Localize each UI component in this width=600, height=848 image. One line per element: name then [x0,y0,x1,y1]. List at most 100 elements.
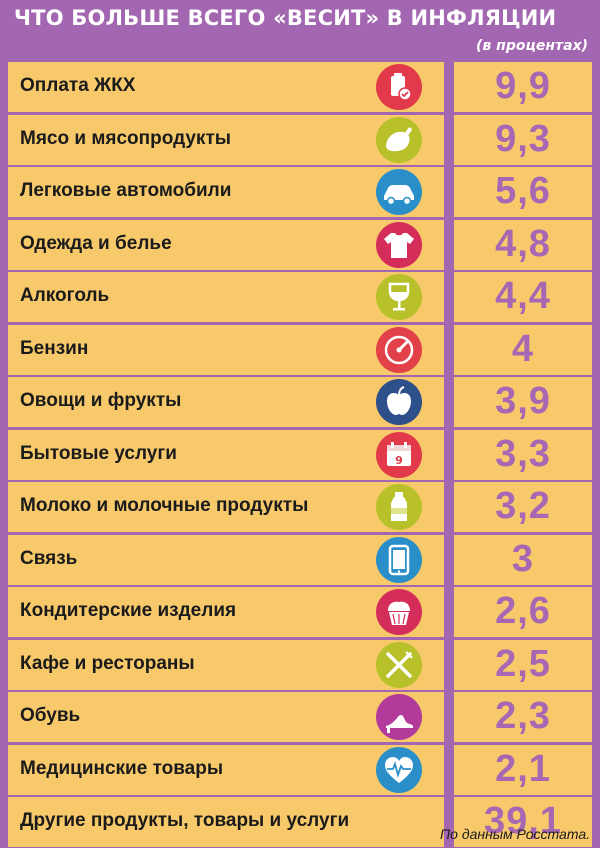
value-label: 4 [511,327,535,370]
table-row: Одежда и белье 4,8 [0,219,600,270]
category-cell: Оплата ЖКХ [8,62,366,112]
table-row: Обувь 2,3 [0,692,600,742]
category-cell: Легковые автомобили [8,167,366,217]
tshirt-icon [376,221,422,268]
table-row: Легковые автомобили 5,6 [0,167,600,217]
value-label: 3,3 [495,432,551,475]
icon-cell [366,272,444,322]
category-label: Бытовые услуги [20,442,177,464]
table-row: Медицинские товары 2,1 [0,744,600,795]
category-label: Медицинские товары [20,757,224,779]
value-cell: 3 [454,534,592,585]
apple-icon [376,379,422,425]
value-cell: 2,6 [454,587,592,637]
category-label: Кафе и рестораны [20,652,195,674]
value-label: 4,8 [495,222,551,265]
value-label: 2,6 [495,590,551,632]
category-cell: Алкоголь [8,272,366,322]
value-cell: 3,9 [454,377,592,427]
table-row: Молоко и молочные продукты 3,2 [0,482,600,532]
category-cell: Мясо и мясопродукты [8,114,366,165]
icon-cell [366,62,444,112]
svg-text:9: 9 [395,454,403,467]
value-cell: 2,1 [454,744,592,795]
value-label: 2,5 [495,642,551,685]
wine-glass-icon [376,274,422,320]
category-cell: Другие продукты, товары и услуги [8,797,444,847]
category-label: Молоко и молочные продукты [20,495,309,516]
value-label: 39,1 [484,800,562,842]
icon-cell [366,324,444,375]
fork-knife-icon [376,641,422,688]
value-label: 9,3 [495,117,551,160]
value-label: 3,2 [495,485,551,527]
tablet-icon [376,536,422,583]
table-row: Алкоголь 4,4 [0,272,600,322]
category-label: Оплата ЖКХ [20,75,136,96]
value-label: 3 [511,537,535,580]
value-cell: 2,3 [454,692,592,742]
category-label: Кондитерские изделия [20,600,237,621]
value-cell: 39,1 [454,797,592,847]
category-label: Другие продукты, товары и услуги [20,810,350,831]
table-row: Овощи и фрукты 3,9 [0,377,600,427]
value-label: 5,6 [495,170,551,212]
table-row: Бытовые услуги 9 3,3 [0,429,600,480]
table-row: Связь 3 [0,534,600,585]
category-cell: Кондитерские изделия [8,587,366,637]
category-label: Бензин [20,337,89,359]
table-row: Другие продукты, товары и услуги 39,1 [0,797,600,847]
value-cell: 4,4 [454,272,592,322]
category-cell: Медицинские товары [8,744,366,795]
icon-cell [366,639,444,690]
category-cell: Кафе и рестораны [8,639,366,690]
category-cell: Бензин [8,324,366,375]
category-label: Обувь [20,705,81,726]
table-row: Бензин 4 [0,324,600,375]
category-cell: Обувь [8,692,366,742]
icon-cell [366,167,444,217]
icon-cell [366,744,444,795]
icon-cell [366,114,444,165]
category-cell: Связь [8,534,366,585]
icon-cell: 9 [366,429,444,480]
category-cell: Овощи и фрукты [8,377,366,427]
icon-cell [366,587,444,637]
value-label: 9,9 [495,65,551,107]
value-label: 2,3 [495,695,551,737]
table-row: Кондитерские изделия 2,6 [0,587,600,637]
icon-cell [366,377,444,427]
category-label: Алкоголь [20,285,110,306]
value-cell: 9,3 [454,114,592,165]
table-row: Оплата ЖКХ 9,9 [0,62,600,112]
icon-cell [366,219,444,270]
category-cell: Бытовые услуги [8,429,366,480]
shoe-icon [376,694,422,740]
value-cell: 5,6 [454,167,592,217]
utility-bill-icon [376,64,422,110]
value-label: 3,9 [495,380,551,422]
cupcake-icon [376,589,422,635]
category-label: Связь [20,547,78,569]
chart-title: ЧТО БОЛЬШЕ ВСЕГО «ВЕСИТ» В ИНФЛЯЦИИ [14,6,557,30]
value-cell: 3,3 [454,429,592,480]
unit-label: (в процентах) [476,38,588,54]
icon-cell [366,692,444,742]
value-cell: 4,8 [454,219,592,270]
table-row: Мясо и мясопродукты 9,3 [0,114,600,165]
fuel-gauge-icon [376,326,422,373]
value-label: 2,1 [495,747,551,790]
icon-cell [366,534,444,585]
medical-heart-icon [376,746,422,793]
value-cell: 3,2 [454,482,592,532]
category-cell: Молоко и молочные продукты [8,482,366,532]
category-label: Мясо и мясопродукты [20,127,231,149]
value-cell: 2,5 [454,639,592,690]
category-label: Легковые автомобили [20,180,232,201]
icon-cell [366,482,444,532]
milk-bottle-icon [376,484,422,530]
source-note: По данным Росстата. [440,826,590,842]
table-row: Кафе и рестораны 2,5 [0,639,600,690]
value-label: 4,4 [495,275,551,317]
